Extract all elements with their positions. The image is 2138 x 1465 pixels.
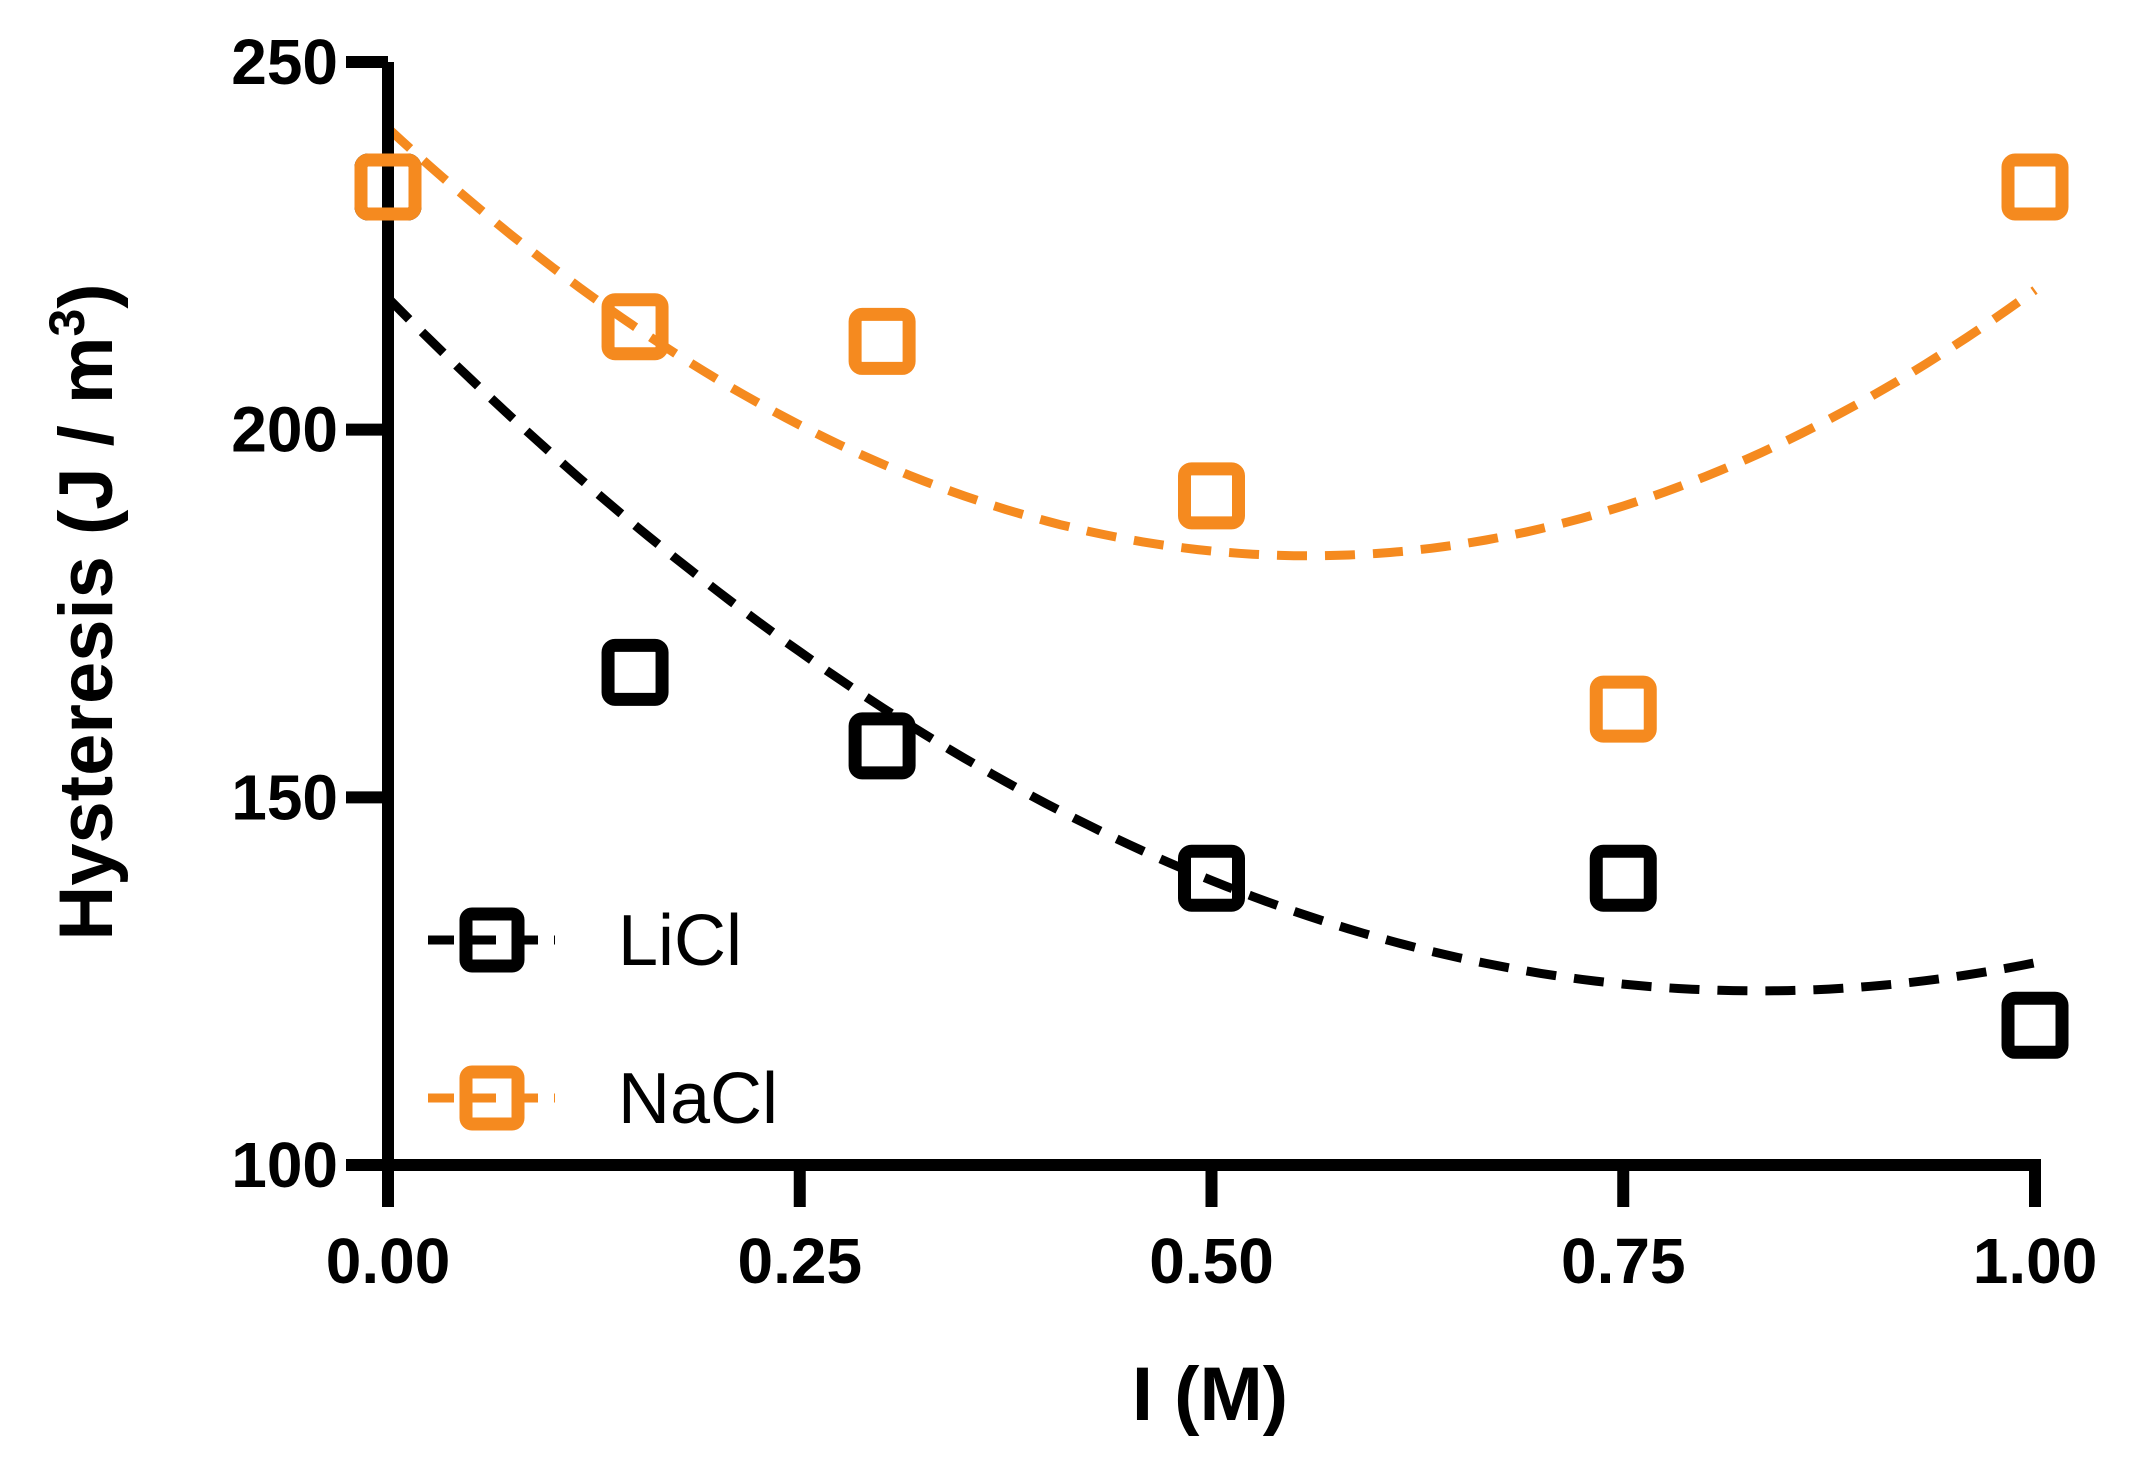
data-point-nacl: [2001, 153, 2069, 221]
legend-label-nacl: NaCl: [618, 1059, 778, 1139]
data-point-nacl: [848, 307, 916, 375]
y-tick-label: 200: [231, 394, 338, 466]
y-axis-title-main: Hysteresis (J / m: [44, 337, 129, 941]
data-markers: [354, 153, 2069, 1059]
y-axis-title: Hysteresis (J / m3): [39, 283, 129, 940]
data-point-nacl: [1178, 462, 1245, 530]
y-tick-label: 100: [231, 1129, 338, 1201]
data-point-licl: [1589, 844, 1657, 912]
axes: [346, 56, 2041, 1207]
legend: LiCl NaCl: [428, 901, 778, 1139]
x-tick-label: 1.00: [1973, 1225, 2098, 1297]
y-tick-label: 250: [231, 26, 338, 98]
data-point-licl: [848, 712, 916, 780]
x-tick-label: 0.50: [1149, 1225, 1274, 1297]
y-tick-label: 150: [231, 761, 338, 833]
data-point-nacl: [354, 153, 422, 221]
fit-line-nacl: [384, 124, 2038, 561]
fit-lines: [384, 124, 2038, 996]
y-axis-title-superscript: 3: [39, 309, 95, 337]
data-point-licl: [601, 638, 669, 706]
y-axis-title-close: ): [44, 283, 129, 308]
x-tick-label: 0.75: [1561, 1225, 1686, 1297]
legend-marker-nacl: [459, 1065, 525, 1131]
legend-label-licl: LiCl: [618, 901, 742, 981]
data-point-nacl: [601, 293, 669, 361]
x-tick-label: 0.00: [326, 1225, 451, 1297]
legend-item-nacl: NaCl: [428, 1059, 778, 1139]
data-point-licl: [2001, 991, 2069, 1059]
tick-labels: 100 150 200 250 0.00 0.25 0.50 0.75 1.00: [231, 26, 2097, 1297]
x-axis-title: I (M): [1132, 1352, 1288, 1437]
data-point-nacl: [1589, 675, 1657, 743]
x-tick-label: 0.25: [737, 1225, 862, 1297]
data-point-licl: [1178, 844, 1245, 912]
legend-marker-licl: [459, 907, 525, 973]
fit-line-licl: [384, 294, 2036, 996]
legend-item-licl: LiCl: [428, 901, 742, 981]
